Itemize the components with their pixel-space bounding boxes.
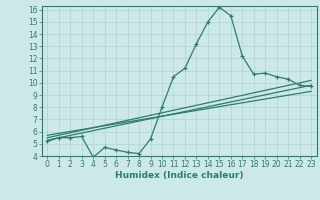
X-axis label: Humidex (Indice chaleur): Humidex (Indice chaleur) bbox=[115, 171, 244, 180]
